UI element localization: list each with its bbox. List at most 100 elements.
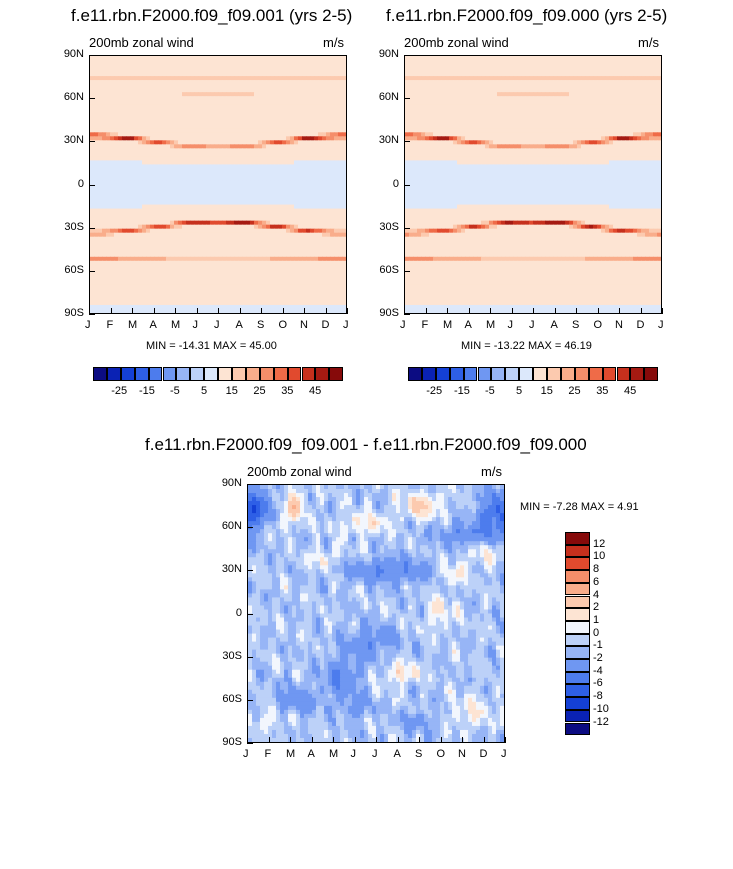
panel-a-contour-cell (282, 76, 287, 81)
panel-a-contour-cell (274, 72, 279, 77)
panel-a-contour-cell (322, 152, 327, 157)
panel-a-contour-cell (230, 108, 235, 113)
panel-a-contour-cell (274, 176, 279, 182)
panel-a-contour-cell (222, 168, 227, 174)
panel-a-contour-cell (90, 56, 95, 61)
panel-a-contour-cell (130, 280, 135, 286)
panel-a-contour-cell (182, 228, 187, 234)
panel-a-contour-cell (342, 292, 346, 298)
panel-a-contour-cell (266, 140, 271, 145)
panel-b-contour-cell (629, 88, 634, 93)
panel-a-contour-cell (98, 252, 103, 258)
panel-a-contour-cell (278, 308, 283, 313)
panel-a-contour-cell (294, 64, 299, 69)
panel-a-contour-cell (322, 204, 327, 210)
panel-a-contour-cell (306, 260, 311, 266)
panel-a-contour-cell (234, 228, 239, 234)
panel-a-contour-cell (338, 180, 343, 186)
panel-a-contour-cell (246, 100, 251, 105)
panel-a-contour-cell (134, 188, 139, 194)
panel-a-y-tick-mark (89, 55, 95, 56)
panel-b-contour-cell (489, 104, 494, 109)
panel-a-contour-cell (222, 284, 227, 290)
panel-a-contour-cell (294, 140, 299, 145)
panel-a-contour-cell (126, 56, 131, 61)
panel-b-contour-cell (541, 92, 546, 97)
panel-a-contour-cell (250, 108, 255, 113)
panel-a-contour-cell (222, 236, 227, 242)
panel-a-contour-cell (306, 188, 311, 194)
panel-a-contour-cell (110, 224, 115, 230)
panel-a-contour-cell (102, 72, 107, 77)
panel-a-contour-cell (290, 96, 295, 101)
panel-a-contour-cell (250, 100, 255, 105)
panel-a-contour-cell (138, 176, 143, 182)
panel-a-contour-cell (214, 232, 219, 238)
panel-a-contour-cell (218, 132, 223, 137)
panel-b-contour-cell (517, 92, 522, 97)
panel-a-contour-cell (98, 84, 103, 89)
panel-a-contour-cell (318, 304, 323, 310)
panel-a-contour-cell (178, 204, 183, 210)
panel-a-contour-cell (142, 92, 147, 97)
panel-a-contour-cell (266, 128, 271, 133)
panel-a-contour-cell (118, 288, 123, 294)
panel-a-contour-cell (318, 84, 323, 89)
panel-a-contour-cell (126, 176, 131, 182)
panel-a-contour-cell (134, 308, 139, 313)
panel-a-contour-cell (226, 292, 231, 298)
panel-a-contour-cell (154, 164, 159, 170)
panel-b-contour-cell (573, 84, 578, 89)
panel-a-contour-cell (282, 248, 287, 254)
panel-a-contour-cell (90, 156, 95, 162)
panel-a-contour-cell (298, 232, 303, 238)
panel-a-contour-cell (102, 184, 107, 190)
panel-a-contour-cell (98, 180, 103, 186)
panel-a-contour-cell (174, 252, 179, 258)
panel-a-contour-cell (146, 120, 151, 125)
panel-a-contour-cell (342, 84, 346, 89)
panel-a-contour-cell (262, 168, 267, 174)
panel-a-contour-cell (270, 88, 275, 93)
panel-a-contour-cell (250, 64, 255, 69)
panel-a-contour-cell (190, 60, 195, 65)
panel-a-contour-cell (298, 296, 303, 302)
panel-a-contour-cell (166, 128, 171, 133)
panel-a-contour-cell (294, 204, 299, 210)
panel-a-contour-cell (226, 160, 231, 166)
panel-b-contour-cell (409, 104, 414, 109)
panel-a-contour-cell (230, 104, 235, 109)
panel-a-contour-cell (322, 236, 327, 242)
panel-a-contour-cell (178, 220, 183, 226)
panel-a-contour-cell (134, 184, 139, 190)
panel-a-contour-cell (150, 168, 155, 174)
panel-a-contour-cell (294, 116, 299, 121)
panel-b-contour-cell (477, 88, 482, 93)
panel-b-contour-cell (533, 68, 538, 73)
panel-a-contour-cell (218, 256, 223, 262)
panel-a-contour-cell (266, 288, 271, 294)
panel-a-contour-cell (90, 296, 95, 302)
panel-a-contour-cell (134, 148, 139, 153)
panel-b-contour-cell (605, 96, 610, 101)
panel-a-contour-cell (294, 280, 299, 286)
panel-a-contour-cell (162, 256, 167, 262)
panel-a-contour-cell (254, 220, 259, 226)
panel-a-contour-cell (230, 300, 235, 306)
panel-a-contour-cell (138, 144, 143, 149)
panel-a-contour-cell (266, 96, 271, 101)
panel-a-contour-cell (338, 304, 343, 310)
panel-a-contour-cell (326, 128, 331, 133)
panel-a-contour-cell (166, 108, 171, 113)
panel-a-contour-cell (214, 204, 219, 210)
panel-a-contour-cell (94, 136, 99, 141)
panel-a-contour-cell (314, 168, 319, 174)
panel-a-contour-cell (230, 60, 235, 65)
panel-a-contour-cell (130, 196, 135, 202)
panel-a-contour-cell (214, 228, 219, 234)
panel-a-contour-cell (202, 164, 207, 170)
panel-a-contour-cell (326, 88, 331, 93)
panel-a-contour-cell (286, 232, 291, 238)
panel-a-contour-cell (270, 292, 275, 298)
panel-a-contour-cell (338, 244, 343, 250)
